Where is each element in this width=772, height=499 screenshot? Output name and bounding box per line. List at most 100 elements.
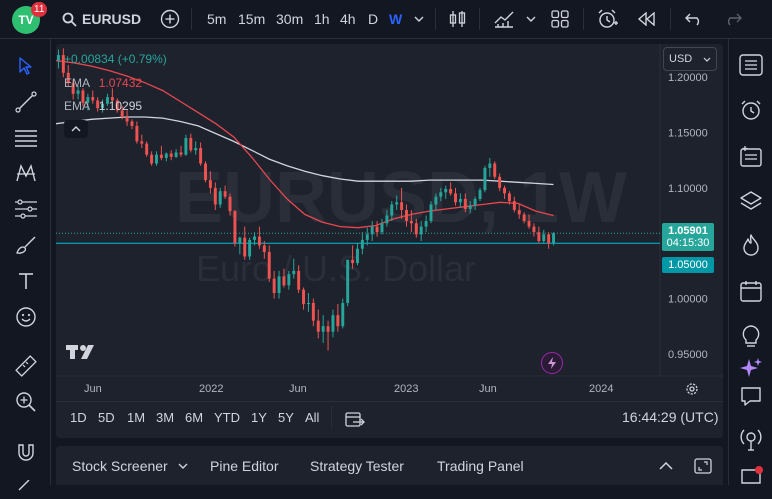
tab-strategy-tester[interactable]: Strategy Tester [310,446,404,485]
candle-body [375,226,379,233]
symbol-search-button[interactable]: EURUSD [62,0,141,38]
candle-body [189,138,193,151]
chevron-up-icon [71,126,81,132]
candle-body [365,234,369,240]
candle-body [306,302,310,305]
tab-stock-screener[interactable]: Stock Screener [72,446,188,485]
candle-body [174,152,178,157]
layout-button[interactable] [551,0,569,38]
candle-body [257,236,261,246]
candle-body [400,202,404,210]
range-3m[interactable]: 3M [156,410,175,425]
trend-line-icon [15,91,37,113]
object-tree-button[interactable] [737,187,765,215]
interval-1h[interactable]: 1h [314,0,330,38]
notifications-button[interactable] [737,463,765,491]
measure-tool[interactable] [13,353,39,379]
brush-tool[interactable] [13,232,39,258]
interval-5m[interactable]: 5m [207,0,226,38]
interval-15m[interactable]: 15m [238,0,265,38]
range-bar-divider [56,401,723,402]
ema-legend-1[interactable]: EMA 1.07432 [64,76,142,90]
trend-line-tool[interactable] [13,89,39,115]
candle-body [267,252,271,279]
compare-symbol-button[interactable] [160,0,180,38]
zoom-tool[interactable] [13,389,39,415]
tab-pine-editor[interactable]: Pine Editor [210,446,278,485]
calendar-button[interactable] [737,277,765,305]
fib-tool[interactable] [13,125,39,151]
range-6m[interactable]: 6M [185,410,204,425]
range-1d[interactable]: 1D [70,410,87,425]
chart-pane[interactable]: EURUSD, 1W Euro / U.S. Dollar 1.20000 1.1… [56,44,723,438]
watchlist-button[interactable] [737,51,765,79]
time-axis-label: 2022 [199,383,223,395]
data-window-button[interactable] [737,142,765,170]
candle-body [336,315,340,327]
range-all[interactable]: All [305,410,320,425]
whats-new-button[interactable] [737,354,765,382]
ema-legend-2[interactable]: EMA 1.10295 [64,99,142,113]
cursor-tool[interactable] [13,53,39,79]
interval-dropdown[interactable] [414,0,424,38]
tradingview-logo[interactable] [66,344,100,365]
lock-drawings-tool[interactable] [13,473,39,499]
legend-collapse-button[interactable] [64,120,88,138]
chart-type-button[interactable] [449,0,467,38]
currency-select[interactable]: USD [663,47,717,71]
plus-circle-icon [160,9,180,29]
streams-button[interactable] [737,425,765,453]
interval-30m[interactable]: 30m [276,0,303,38]
maximize-panel-button[interactable] [694,446,712,485]
range-5y[interactable]: 5Y [278,410,294,425]
redo-icon [724,12,742,26]
candle-body [444,188,448,193]
candle-body [517,210,521,215]
interval-d[interactable]: D [368,0,378,38]
range-5d[interactable]: 5D [98,410,115,425]
candle-body [370,226,374,235]
replay-button[interactable] [637,0,657,38]
interval-4h[interactable]: 4h [340,0,356,38]
indicators-dropdown[interactable] [526,0,536,38]
candle-body [248,239,252,257]
price-tick-label: 1.00000 [668,294,708,306]
alert-button[interactable] [597,0,619,38]
price-chart[interactable]: EURUSD, 1W Euro / U.S. Dollar 1.20000 1.1… [56,44,723,438]
alarm-clock-icon [597,8,619,30]
projection-tool[interactable] [13,196,39,222]
hotlists-button[interactable] [737,231,765,259]
indicators-button[interactable] [493,0,515,38]
ideas-button[interactable] [737,323,765,351]
range-1m[interactable]: 1M [127,410,146,425]
interval-w[interactable]: W [389,0,402,38]
notification-badge: 11 [31,2,48,17]
candle-body [287,274,291,286]
pattern-icon [15,162,37,184]
candle-body [194,148,198,151]
redo-button[interactable] [724,0,742,38]
chart-settings-button[interactable] [684,381,700,397]
magnet-tool[interactable] [13,439,39,465]
expand-panel-button[interactable] [659,446,673,485]
icons-tool[interactable] [13,304,39,330]
chevron-down-icon [703,57,711,62]
event-marker[interactable] [541,352,563,374]
candles-icon [449,9,467,29]
candle-body [449,188,453,194]
undo-button[interactable] [685,0,703,38]
text-tool[interactable] [13,268,39,294]
pattern-tool[interactable] [13,160,39,186]
candle-body [434,196,438,205]
utc-clock[interactable]: 16:44:29 (UTC) [622,409,719,425]
candle-body [145,143,149,155]
chats-button[interactable] [737,382,765,410]
range-ytd[interactable]: YTD [214,410,240,425]
range-1y[interactable]: 1Y [251,410,267,425]
candle-body [292,270,296,275]
interval-label: 1h [314,11,330,27]
tab-trading-panel[interactable]: Trading Panel [437,446,524,485]
go-to-date-button[interactable] [345,410,365,428]
candle-body [439,192,443,197]
alerts-button[interactable] [737,96,765,124]
